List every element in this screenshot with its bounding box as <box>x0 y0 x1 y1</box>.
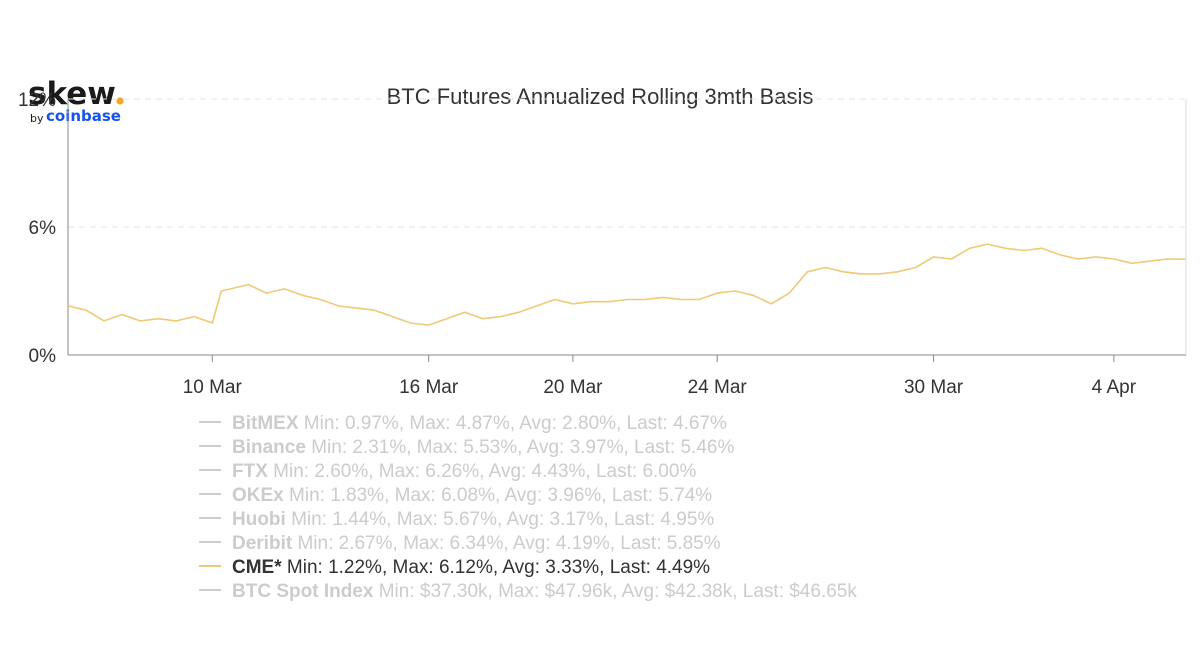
legend-item: BTC Spot Index Min: $37.30k, Max: $47.96… <box>232 581 857 602</box>
legend-series-stats: Min: 0.97%, Max: 4.87%, Avg: 2.80%, Last… <box>299 413 728 434</box>
legend-item: Deribit Min: 2.67%, Max: 6.34%, Avg: 4.1… <box>232 533 721 554</box>
logo-brand: skew <box>28 76 116 112</box>
legend-series-stats: Min: $37.30k, Max: $47.96k, Avg: $42.38k… <box>373 581 857 602</box>
x-tick-label: 4 Apr <box>1092 377 1137 398</box>
series-lines <box>67 243 1187 326</box>
grid-lines <box>68 98 1186 228</box>
legend-item: CME* Min: 1.22%, Max: 6.12%, Avg: 3.33%,… <box>232 557 710 578</box>
logo-by: by <box>30 112 44 125</box>
x-axis: 10 Mar 16 Mar 20 Mar 24 Mar 30 Mar 4 Apr <box>183 355 1137 398</box>
legend-series-name: CME* <box>232 557 282 578</box>
legend-series-name: BTC Spot Index <box>232 581 374 602</box>
x-tick-label: 16 Mar <box>399 377 459 398</box>
y-tick-label: 12% <box>18 90 56 111</box>
series-line-cme <box>67 243 1187 326</box>
legend-item: OKEx Min: 1.83%, Max: 6.08%, Avg: 3.96%,… <box>232 485 712 506</box>
y-axis: 0% 6% 12% <box>18 90 1187 367</box>
x-tick-label: 30 Mar <box>904 377 964 398</box>
chart-title: BTC Futures Annualized Rolling 3mth Basi… <box>387 84 814 109</box>
legend-item: BitMEX Min: 0.97%, Max: 4.87%, Avg: 2.80… <box>232 413 727 434</box>
legend-series-stats: Min: 1.83%, Max: 6.08%, Avg: 3.96%, Last… <box>284 485 713 506</box>
legend-series-stats: Min: 2.60%, Max: 6.26%, Avg: 4.43%, Last… <box>268 461 697 482</box>
legend-series-stats: Min: 2.31%, Max: 5.53%, Avg: 3.97%, Last… <box>306 437 735 458</box>
logo-parent: coinbase <box>46 107 121 125</box>
legend-item: Binance Min: 2.31%, Max: 5.53%, Avg: 3.9… <box>232 437 734 458</box>
legend-series-name: Binance <box>232 437 306 458</box>
skew-logo: skew by coinbase <box>28 76 124 125</box>
x-tick-label: 20 Mar <box>543 377 603 398</box>
legend-series-name: Deribit <box>232 533 293 554</box>
legend-item: FTX Min: 2.60%, Max: 6.26%, Avg: 4.43%, … <box>232 461 696 482</box>
logo-dot-icon <box>116 97 124 105</box>
legend-series-stats: Min: 1.44%, Max: 5.67%, Avg: 3.17%, Last… <box>286 509 715 530</box>
legend: BitMEX Min: 0.97%, Max: 4.87%, Avg: 2.80… <box>199 413 857 602</box>
y-tick-label: 0% <box>29 346 57 367</box>
legend-series-stats: Min: 2.67%, Max: 6.34%, Avg: 4.19%, Last… <box>292 533 721 554</box>
legend-series-name: BitMEX <box>232 413 299 434</box>
x-tick-label: 24 Mar <box>688 377 748 398</box>
legend-series-name: OKEx <box>232 485 284 506</box>
x-tick-label: 10 Mar <box>183 377 243 398</box>
y-tick-label: 6% <box>29 218 57 239</box>
legend-series-stats: Min: 1.22%, Max: 6.12%, Avg: 3.33%, Last… <box>282 557 711 578</box>
legend-item: Huobi Min: 1.44%, Max: 5.67%, Avg: 3.17%… <box>232 509 714 530</box>
legend-series-name: FTX <box>232 461 268 482</box>
legend-series-name: Huobi <box>232 509 286 530</box>
